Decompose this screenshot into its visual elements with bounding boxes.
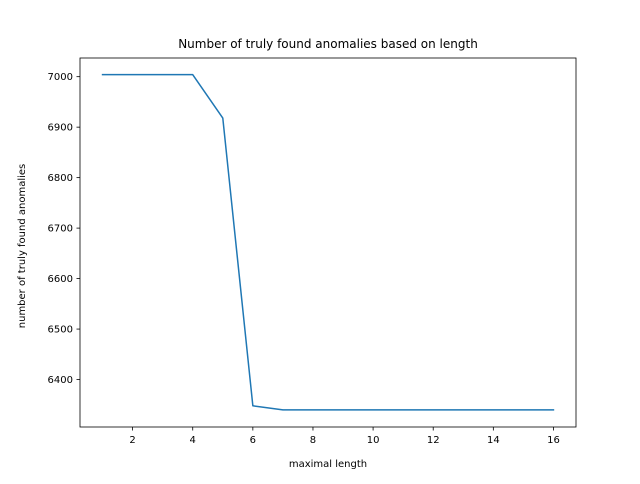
y-axis-label: number of truly found anomalies <box>17 164 28 328</box>
y-tick-label: 6400 <box>48 375 73 386</box>
y-tick-label: 6900 <box>48 123 73 134</box>
x-tick-label: 14 <box>487 435 500 446</box>
y-tick-label: 6500 <box>48 325 73 336</box>
x-tick-label: 4 <box>190 435 196 446</box>
x-tick-label: 12 <box>427 435 440 446</box>
x-tick-label: 8 <box>310 435 316 446</box>
y-tick-label: 7000 <box>48 72 73 83</box>
x-tick-label: 16 <box>547 435 560 446</box>
x-axis-label: maximal length <box>289 459 367 470</box>
y-tick-label: 6700 <box>48 224 73 235</box>
y-tick-label: 6800 <box>48 173 73 184</box>
x-tick-label: 6 <box>250 435 256 446</box>
axes-frame <box>79 57 577 428</box>
x-tick-label: 2 <box>129 435 135 446</box>
plot-area: 2 4 6 8 10 12 14 16 6400 6500 6600 6700 6800 6900 7000 <box>48 57 577 446</box>
y-tick-label: 6600 <box>48 274 73 285</box>
chart-title: Number of truly found anomalies based on… <box>178 37 478 51</box>
series-line-0 <box>101 73 555 411</box>
x-tick-label: 10 <box>367 435 380 446</box>
